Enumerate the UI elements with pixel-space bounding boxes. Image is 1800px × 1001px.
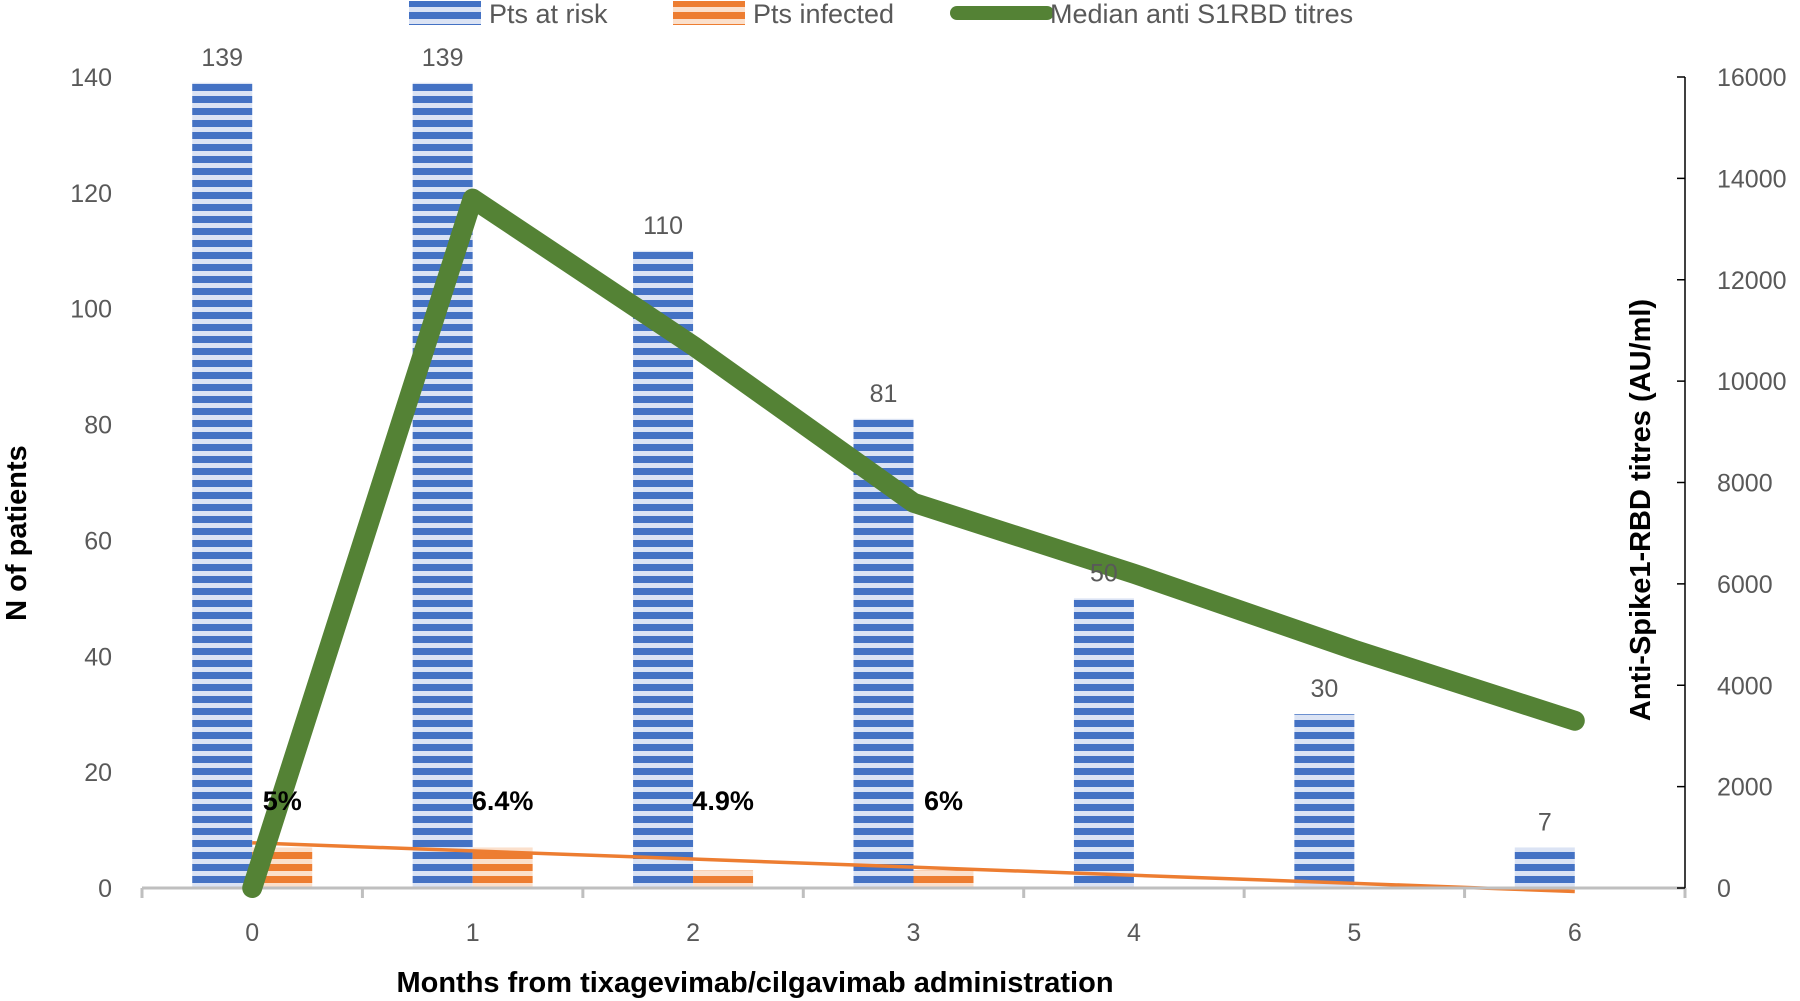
label-pts-infected-1: 6.4% bbox=[472, 786, 534, 816]
legend-swatch-pts-infected bbox=[673, 1, 745, 25]
trendline-pts-infected bbox=[252, 841, 1575, 894]
y-tick-120: 120 bbox=[70, 180, 112, 208]
trendline bbox=[252, 841, 1575, 894]
label-pts-at-risk-4: 50 bbox=[1090, 559, 1118, 587]
x-tick-4: 4 bbox=[1127, 919, 1141, 947]
x-tick-1: 1 bbox=[466, 919, 480, 947]
y-tick-20: 20 bbox=[84, 759, 112, 787]
y2-tick-4000: 4000 bbox=[1717, 672, 1773, 700]
x-tick-5: 5 bbox=[1347, 919, 1361, 947]
label-pts-at-risk-5: 30 bbox=[1310, 675, 1338, 703]
legend-label-median-anti-s1rbd-titres: Median anti S1RBD titres bbox=[1050, 0, 1353, 29]
y2-tick-0: 0 bbox=[1717, 875, 1731, 903]
bar-pts-infected-3 bbox=[913, 870, 974, 888]
y-tick-100: 100 bbox=[70, 296, 112, 324]
y2-axis: 0 2000 4000 6000 8000 10000 12000 14000 16000 bbox=[1677, 64, 1787, 903]
y-tick-0: 0 bbox=[98, 875, 112, 903]
y-tick-40: 40 bbox=[84, 643, 112, 671]
legend-label-pts-infected: Pts infected bbox=[753, 0, 894, 29]
label-pts-at-risk-3: 81 bbox=[870, 380, 898, 408]
data-labels: 139 5% 139 6.4% 110 4.9% 81 6% 50 30 7 bbox=[201, 44, 1551, 837]
bar-pts-at-risk-6 bbox=[1514, 847, 1575, 888]
label-pts-at-risk-0: 139 bbox=[201, 44, 243, 72]
x-tick-2: 2 bbox=[686, 919, 700, 947]
bar-pts-infected-2 bbox=[693, 870, 754, 888]
bar-pts-at-risk-2 bbox=[633, 250, 694, 889]
label-pts-infected-0: 5% bbox=[263, 786, 302, 816]
y2-tick-6000: 6000 bbox=[1717, 571, 1773, 599]
x-axis-title: Months from tixagevimab/cilgavimab admin… bbox=[396, 967, 1113, 999]
y-axis-title: N of patients bbox=[1, 445, 33, 621]
label-pts-at-risk-6: 7 bbox=[1538, 808, 1552, 836]
y2-tick-8000: 8000 bbox=[1717, 470, 1773, 498]
legend: Pts at risk Pts infected Median anti S1RBD… bbox=[409, 0, 1353, 29]
y2-tick-12000: 12000 bbox=[1717, 267, 1787, 295]
label-pts-infected-2: 4.9% bbox=[692, 786, 754, 816]
y-tick-80: 80 bbox=[84, 412, 112, 440]
bars bbox=[192, 82, 1575, 889]
legend-swatch-pts-at-risk bbox=[409, 1, 481, 25]
bar-pts-at-risk-4 bbox=[1073, 598, 1134, 888]
x-tick-0: 0 bbox=[245, 919, 259, 947]
label-pts-infected-3: 6% bbox=[924, 786, 963, 816]
line-median-titres bbox=[242, 188, 1585, 898]
y-tick-140: 140 bbox=[70, 64, 112, 92]
label-pts-at-risk-2: 110 bbox=[643, 212, 683, 240]
label-pts-at-risk-1: 139 bbox=[422, 44, 464, 72]
legend-label-pts-at-risk: Pts at risk bbox=[489, 0, 608, 29]
y2-axis-title: Anti-Spike1-RBD titres (AU/ml) bbox=[1625, 299, 1657, 721]
titre-line bbox=[242, 188, 1585, 898]
x-tick-3: 3 bbox=[907, 919, 921, 947]
y2-tick-10000: 10000 bbox=[1717, 368, 1787, 396]
x-tick-6: 6 bbox=[1568, 919, 1582, 947]
y2-tick-16000: 16000 bbox=[1717, 64, 1787, 92]
y-axis: 0 20 40 60 80 100 120 140 bbox=[70, 64, 112, 903]
bar-pts-at-risk-0 bbox=[192, 82, 253, 889]
bar-pts-at-risk-5 bbox=[1294, 714, 1355, 888]
y2-tick-2000: 2000 bbox=[1717, 774, 1773, 802]
y-tick-60: 60 bbox=[84, 527, 112, 555]
x-axis: 0 1 2 3 4 5 6 bbox=[140, 886, 1687, 947]
y2-tick-14000: 14000 bbox=[1717, 165, 1787, 193]
